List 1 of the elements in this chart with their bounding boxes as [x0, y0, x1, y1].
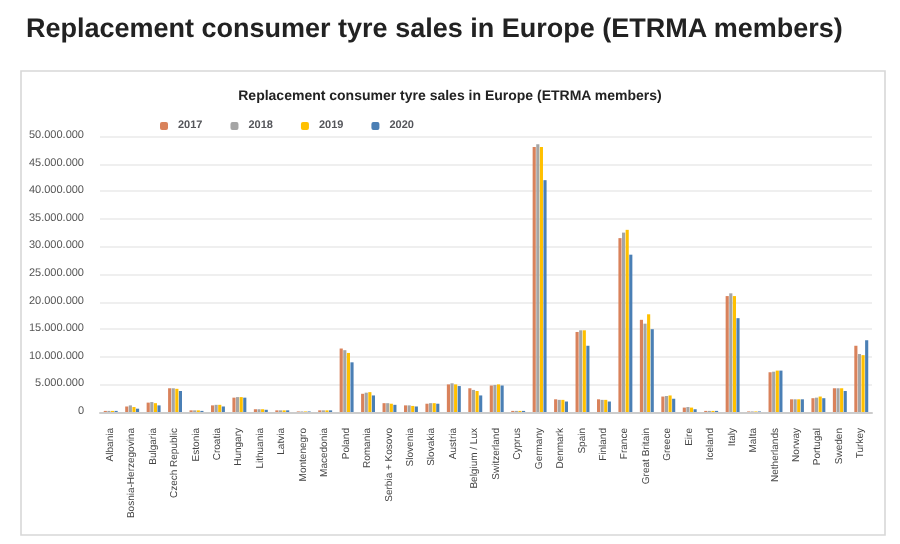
chart-title: Replacement consumer tyre sales in Europe (ETRMA members) [26, 13, 843, 43]
